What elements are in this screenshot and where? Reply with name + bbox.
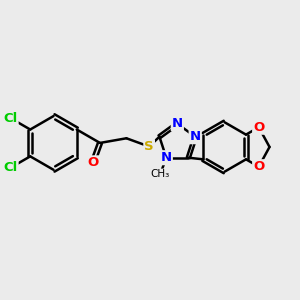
Text: Cl: Cl bbox=[3, 161, 18, 174]
Text: O: O bbox=[253, 160, 264, 173]
Text: O: O bbox=[87, 156, 98, 170]
Text: Cl: Cl bbox=[3, 112, 18, 124]
Text: N: N bbox=[172, 117, 183, 130]
Text: S: S bbox=[144, 140, 154, 153]
Text: CH₃: CH₃ bbox=[151, 169, 170, 179]
Text: O: O bbox=[253, 121, 264, 134]
Text: N: N bbox=[161, 151, 172, 164]
Text: N: N bbox=[190, 130, 201, 143]
